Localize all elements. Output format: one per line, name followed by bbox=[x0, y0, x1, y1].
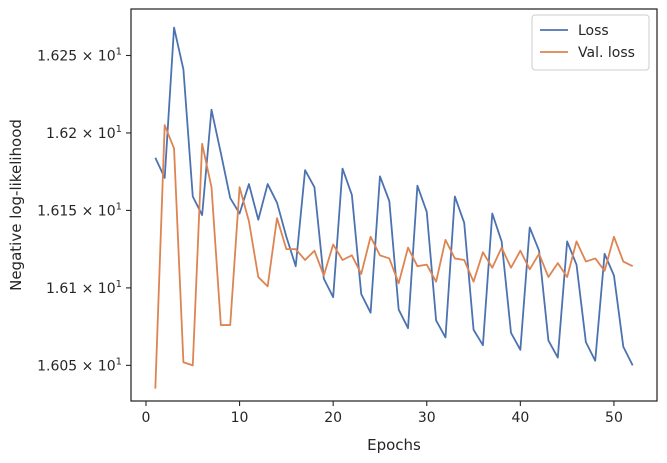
legend: Loss Val. loss bbox=[531, 14, 650, 71]
y-tick-label: 1.62 × 101 bbox=[46, 124, 122, 142]
x-tick-label: 30 bbox=[418, 410, 436, 426]
x-tick-label: 0 bbox=[142, 410, 151, 426]
legend-label-loss: Loss bbox=[578, 23, 609, 39]
x-axis-label: Epochs bbox=[367, 436, 421, 454]
x-tick-label: 20 bbox=[324, 410, 342, 426]
x-tick-label: 40 bbox=[511, 410, 529, 426]
series-line-loss bbox=[154, 26, 634, 366]
legend-label-val-loss: Val. loss bbox=[578, 45, 635, 61]
y-axis-ticks: 1.605 × 101 1.61 × 101 1.615 × 101 1.62 × 1… bbox=[37, 46, 131, 374]
y-tick-label: 1.605 × 101 bbox=[37, 356, 122, 374]
y-tick-label: 1.61 × 101 bbox=[46, 279, 122, 297]
legend-box bbox=[531, 14, 650, 71]
y-tick-label: 1.625 × 101 bbox=[37, 46, 122, 64]
series-layer bbox=[154, 26, 634, 389]
x-axis-ticks: 0 10 20 30 40 50 bbox=[142, 401, 623, 426]
series-line-val-loss bbox=[154, 124, 634, 389]
y-axis-label: Negative log-likelihood bbox=[7, 119, 25, 291]
x-tick-label: 50 bbox=[605, 410, 623, 426]
axes-frame bbox=[130, 8, 658, 402]
x-tick-label: 10 bbox=[231, 410, 249, 426]
y-tick-label: 1.615 × 101 bbox=[37, 201, 122, 219]
